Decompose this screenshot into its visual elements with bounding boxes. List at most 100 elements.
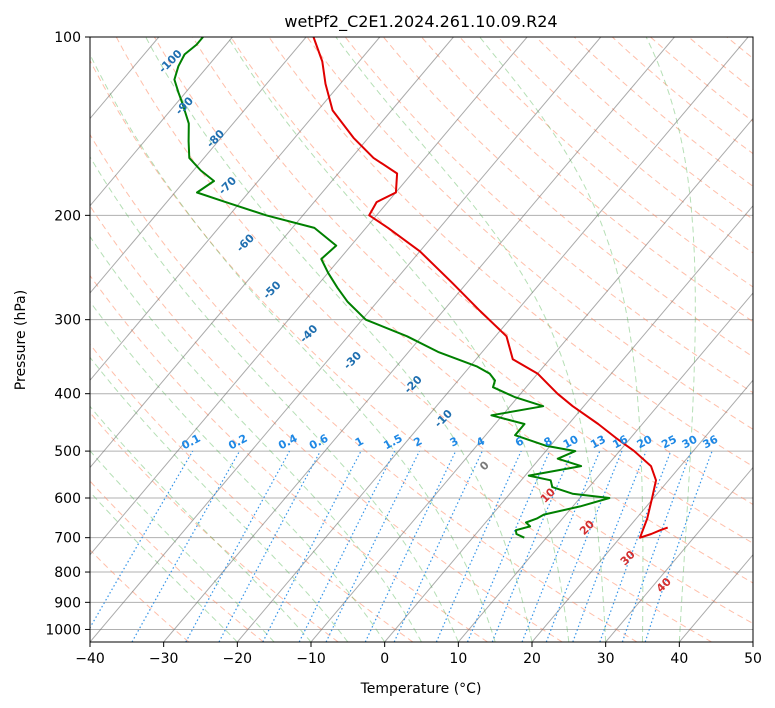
dry-adiabat-line [306, 37, 753, 430]
mixing-ratio-line [521, 450, 601, 642]
isotherm-line [605, 466, 753, 642]
y-tick-label: 300 [54, 313, 81, 329]
moist-adiabat-line [90, 300, 386, 642]
moist-adiabat-line [227, 37, 570, 642]
dry-adiabat-line [230, 37, 753, 506]
mixing-ratio-line [218, 450, 321, 642]
series-layer [173, 37, 669, 539]
y-tick-label: 800 [54, 565, 81, 581]
dry-adiabat-line [344, 37, 753, 394]
x-tick-label: 50 [744, 651, 762, 667]
dry-adiabat-line [192, 37, 753, 544]
mixing-ratio-label: 3 [448, 434, 461, 449]
dry-adiabat-line [497, 37, 753, 254]
dry-adiabat-line [726, 37, 753, 59]
mixing-ratio-line [325, 450, 421, 642]
dry-adiabat-label: -70 [216, 174, 239, 197]
mixing-ratio-line [491, 450, 573, 642]
mixing-ratio-line [90, 450, 194, 629]
mixing-ratio-line [262, 450, 362, 642]
temperature-profile-line [312, 37, 669, 539]
isotherm-line [90, 37, 307, 294]
mixing-ratio-line [435, 450, 522, 642]
dry-adiabat-label: -50 [260, 278, 283, 301]
y-tick-label: 500 [54, 444, 81, 460]
mixing-ratio-line [185, 450, 291, 642]
x-tick-label: 20 [523, 651, 541, 667]
isotherm-line [90, 37, 454, 469]
isotherm-line [310, 117, 753, 642]
dry-adiabat-label: -10 [432, 407, 455, 430]
dry-adiabat-label: 0 [477, 458, 492, 473]
mixing-ratio-label: 0.4 [276, 432, 300, 453]
dry-adiabat-line [650, 37, 753, 123]
isotherm-line [678, 553, 753, 642]
mixing-ratio-line [599, 450, 672, 642]
dry-adiabat-line [611, 37, 753, 155]
dry-adiabat-line [90, 480, 264, 642]
dry-adiabat-label: 40 [654, 575, 674, 595]
dry-adiabat-line [153, 37, 753, 584]
dry-adiabat-label: -60 [234, 231, 257, 254]
dry-adiabat-line [90, 133, 638, 642]
moist-adiabat-line [90, 450, 275, 642]
isotherm-line [90, 37, 233, 207]
dry-adiabat-line [459, 37, 753, 288]
moist-adiabat-line [90, 356, 349, 642]
isotherm-line [236, 37, 749, 642]
dry-adiabat-line [90, 205, 563, 642]
dry-adiabat-label: 20 [577, 517, 597, 537]
mixing-ratio-line [572, 450, 647, 642]
mixing-ratio-label: 0.6 [307, 432, 331, 453]
moist-adiabat-line [90, 155, 459, 642]
mixing-ratio-label: 6 [513, 434, 526, 449]
y-tick-label: 100 [54, 30, 81, 46]
moist-adiabat-line [90, 405, 312, 642]
mixing-ratio-label: 16 [610, 433, 630, 452]
mixing-ratio-label: 36 [701, 433, 721, 452]
isotherm-line [90, 37, 381, 382]
dry-adiabat-line [90, 343, 414, 642]
isotherm-line [384, 204, 753, 642]
isotherm-line [752, 641, 753, 642]
x-tick-label: −40 [75, 651, 105, 667]
isotherm-line [163, 37, 675, 642]
dry-adiabat-label: 30 [618, 548, 638, 568]
y-tick-label: 700 [54, 531, 81, 547]
dry-adiabat-line [383, 37, 753, 358]
axis-layer: −40 −30 −20 −10 0 10 20 30 40 5010020030040050060… [45, 30, 762, 667]
mixing-ratio-line [621, 450, 692, 642]
dry-adiabat-line [90, 59, 712, 642]
moist-adiabat-line [145, 37, 533, 642]
x-axis-label: Temperature (°C) [360, 681, 482, 697]
x-tick-label: 30 [597, 651, 615, 667]
mixing-ratio-label: 25 [659, 433, 679, 452]
y-tick-label: 600 [54, 491, 81, 507]
isotherm-line [90, 37, 602, 642]
mixing-ratio-line [393, 450, 483, 642]
dry-adiabat-line [765, 37, 775, 642]
y-tick-label: 200 [54, 208, 81, 224]
mixing-ratio-label: 1 [353, 434, 366, 449]
mixing-ratio-label: 13 [588, 433, 608, 452]
mixing-ratio-line [644, 450, 713, 642]
mixing-ratio-label: 0.1 [179, 432, 202, 453]
mixing-ratio-label: 30 [680, 433, 700, 452]
isotherm-line [90, 37, 528, 556]
y-tick-label: 900 [54, 595, 81, 611]
dewpoint-profile-line [173, 37, 611, 539]
x-tick-label: 0 [380, 651, 389, 667]
x-tick-label: −10 [296, 651, 326, 667]
mixing-ratio-line [298, 450, 396, 642]
x-tick-label: −30 [149, 651, 179, 667]
dry-adiabat-line [688, 37, 753, 91]
mixing-ratio-label: 0.2 [226, 432, 249, 453]
mixing-ratio-label: 2 [411, 434, 424, 449]
y-tick-label: 400 [54, 387, 81, 403]
mixing-ratio-label: 4 [474, 434, 487, 449]
moist-adiabat-line [90, 53, 496, 642]
mixing-ratio-line [364, 450, 457, 642]
moist-adiabat-line [335, 37, 607, 642]
dry-adiabat-label: -40 [297, 322, 320, 345]
